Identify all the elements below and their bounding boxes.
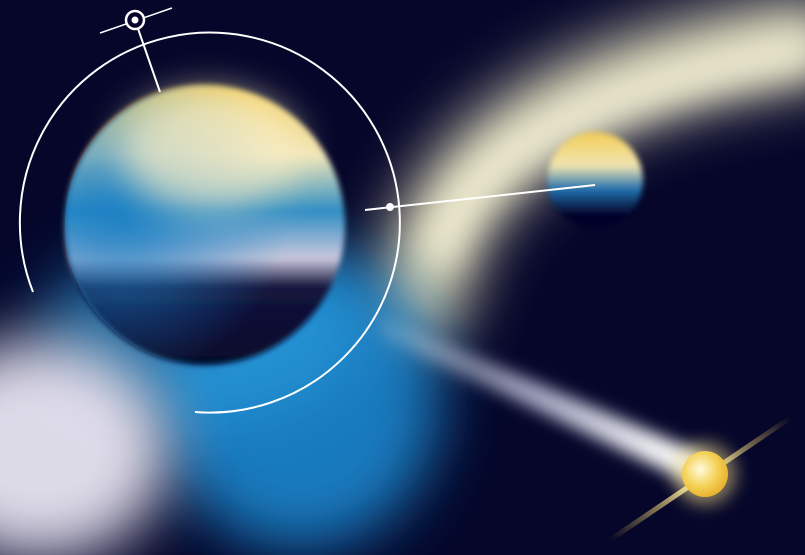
light-beam <box>380 315 705 490</box>
connector-line <box>364 184 596 211</box>
planet-highlight <box>120 90 300 210</box>
satellite-core <box>131 16 139 24</box>
star <box>682 451 728 497</box>
arc-glow-core <box>420 30 805 270</box>
small-planet <box>547 132 643 228</box>
orbit-ring <box>18 31 401 414</box>
satellite-tether <box>134 19 161 93</box>
white-glow <box>0 340 170 555</box>
connector-dot <box>386 203 394 211</box>
